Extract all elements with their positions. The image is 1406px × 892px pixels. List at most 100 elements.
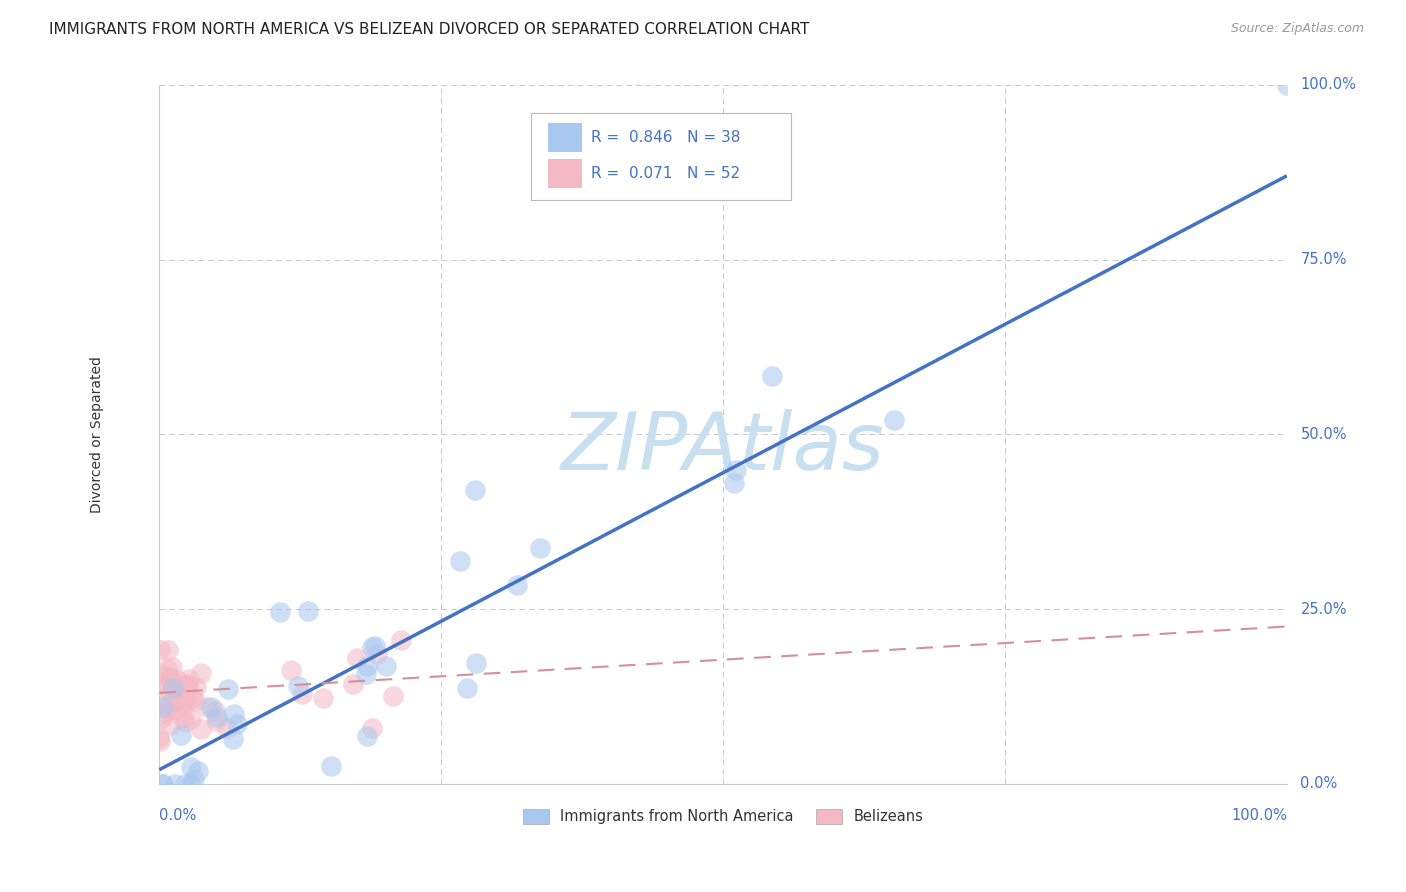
Text: 0.0%: 0.0% — [1301, 776, 1337, 791]
Point — [217, 681, 239, 696]
Point — [177, 680, 200, 694]
Point — [169, 687, 191, 701]
Text: Source: ZipAtlas.com: Source: ZipAtlas.com — [1230, 22, 1364, 36]
Point — [356, 729, 378, 743]
Text: IMMIGRANTS FROM NORTH AMERICA VS BELIZEAN DIVORCED OR SEPARATED CORRELATION CHAR: IMMIGRANTS FROM NORTH AMERICA VS BELIZEA… — [49, 22, 810, 37]
Point — [354, 666, 377, 681]
Point — [176, 678, 198, 692]
Point — [181, 691, 204, 706]
Point — [174, 681, 197, 696]
Point — [166, 673, 188, 687]
Point — [375, 658, 398, 673]
Point — [149, 733, 172, 747]
Point — [183, 772, 205, 786]
Point — [180, 777, 202, 791]
Legend: Immigrants from North America, Belizeans: Immigrants from North America, Belizeans — [519, 805, 928, 829]
Point — [173, 691, 195, 706]
Point — [150, 711, 173, 725]
Point — [157, 683, 180, 698]
Point — [159, 672, 181, 686]
Point — [173, 714, 195, 729]
Point — [187, 764, 209, 779]
Point — [297, 604, 319, 618]
Point — [180, 760, 202, 774]
Point — [204, 704, 226, 718]
Point — [342, 677, 364, 691]
FancyBboxPatch shape — [548, 123, 582, 152]
Text: 50.0%: 50.0% — [1301, 427, 1347, 442]
Point — [321, 758, 343, 772]
Point — [150, 666, 173, 681]
Point — [280, 663, 302, 677]
Point — [160, 659, 183, 673]
Point — [149, 677, 172, 691]
Point — [157, 700, 180, 714]
Point — [465, 656, 488, 670]
Point — [346, 650, 368, 665]
Point — [183, 694, 205, 708]
Point — [190, 722, 212, 736]
Point — [287, 679, 309, 693]
Point — [172, 711, 194, 725]
Point — [217, 721, 239, 735]
Point — [149, 643, 172, 657]
Point — [162, 681, 184, 696]
Point — [761, 368, 783, 383]
Point — [170, 698, 193, 712]
Point — [360, 640, 382, 654]
Point — [153, 706, 176, 721]
Point — [200, 700, 222, 714]
Point — [165, 702, 187, 716]
Point — [449, 554, 471, 568]
Point — [222, 707, 245, 722]
Point — [364, 639, 387, 653]
Text: R =  0.071   N = 52: R = 0.071 N = 52 — [591, 166, 741, 181]
Point — [163, 694, 186, 708]
Point — [207, 710, 229, 724]
Point — [725, 463, 748, 477]
Point — [464, 483, 486, 498]
Point — [163, 777, 186, 791]
Point — [529, 541, 551, 556]
Point — [180, 712, 202, 726]
Point — [152, 699, 174, 714]
Text: Divorced or Separated: Divorced or Separated — [90, 356, 104, 513]
Point — [381, 689, 404, 703]
Point — [366, 647, 388, 661]
Text: 0.0%: 0.0% — [159, 808, 197, 823]
Point — [159, 670, 181, 684]
Point — [222, 731, 245, 746]
Point — [312, 691, 335, 706]
Point — [167, 684, 190, 698]
Point — [157, 697, 180, 711]
Point — [174, 677, 197, 691]
Point — [226, 717, 249, 731]
Text: 25.0%: 25.0% — [1301, 601, 1347, 616]
Text: 100.0%: 100.0% — [1232, 808, 1286, 823]
Point — [269, 605, 291, 619]
Point — [190, 665, 212, 680]
Point — [1275, 78, 1298, 92]
Text: R =  0.846   N = 38: R = 0.846 N = 38 — [591, 130, 741, 145]
Point — [291, 687, 314, 701]
Point — [156, 690, 179, 705]
Text: ZIPAtlas: ZIPAtlas — [561, 409, 884, 487]
FancyBboxPatch shape — [548, 159, 582, 188]
Point — [205, 714, 228, 728]
Point — [156, 662, 179, 676]
Point — [157, 643, 180, 657]
FancyBboxPatch shape — [531, 113, 790, 200]
Point — [162, 676, 184, 690]
Point — [723, 476, 745, 491]
Point — [174, 777, 197, 791]
Point — [506, 578, 529, 592]
Point — [159, 718, 181, 732]
Point — [148, 731, 170, 745]
Point — [360, 721, 382, 735]
Text: 100.0%: 100.0% — [1301, 78, 1357, 93]
Point — [170, 727, 193, 741]
Point — [150, 777, 173, 791]
Point — [176, 695, 198, 709]
Point — [152, 777, 174, 791]
Point — [195, 699, 218, 714]
